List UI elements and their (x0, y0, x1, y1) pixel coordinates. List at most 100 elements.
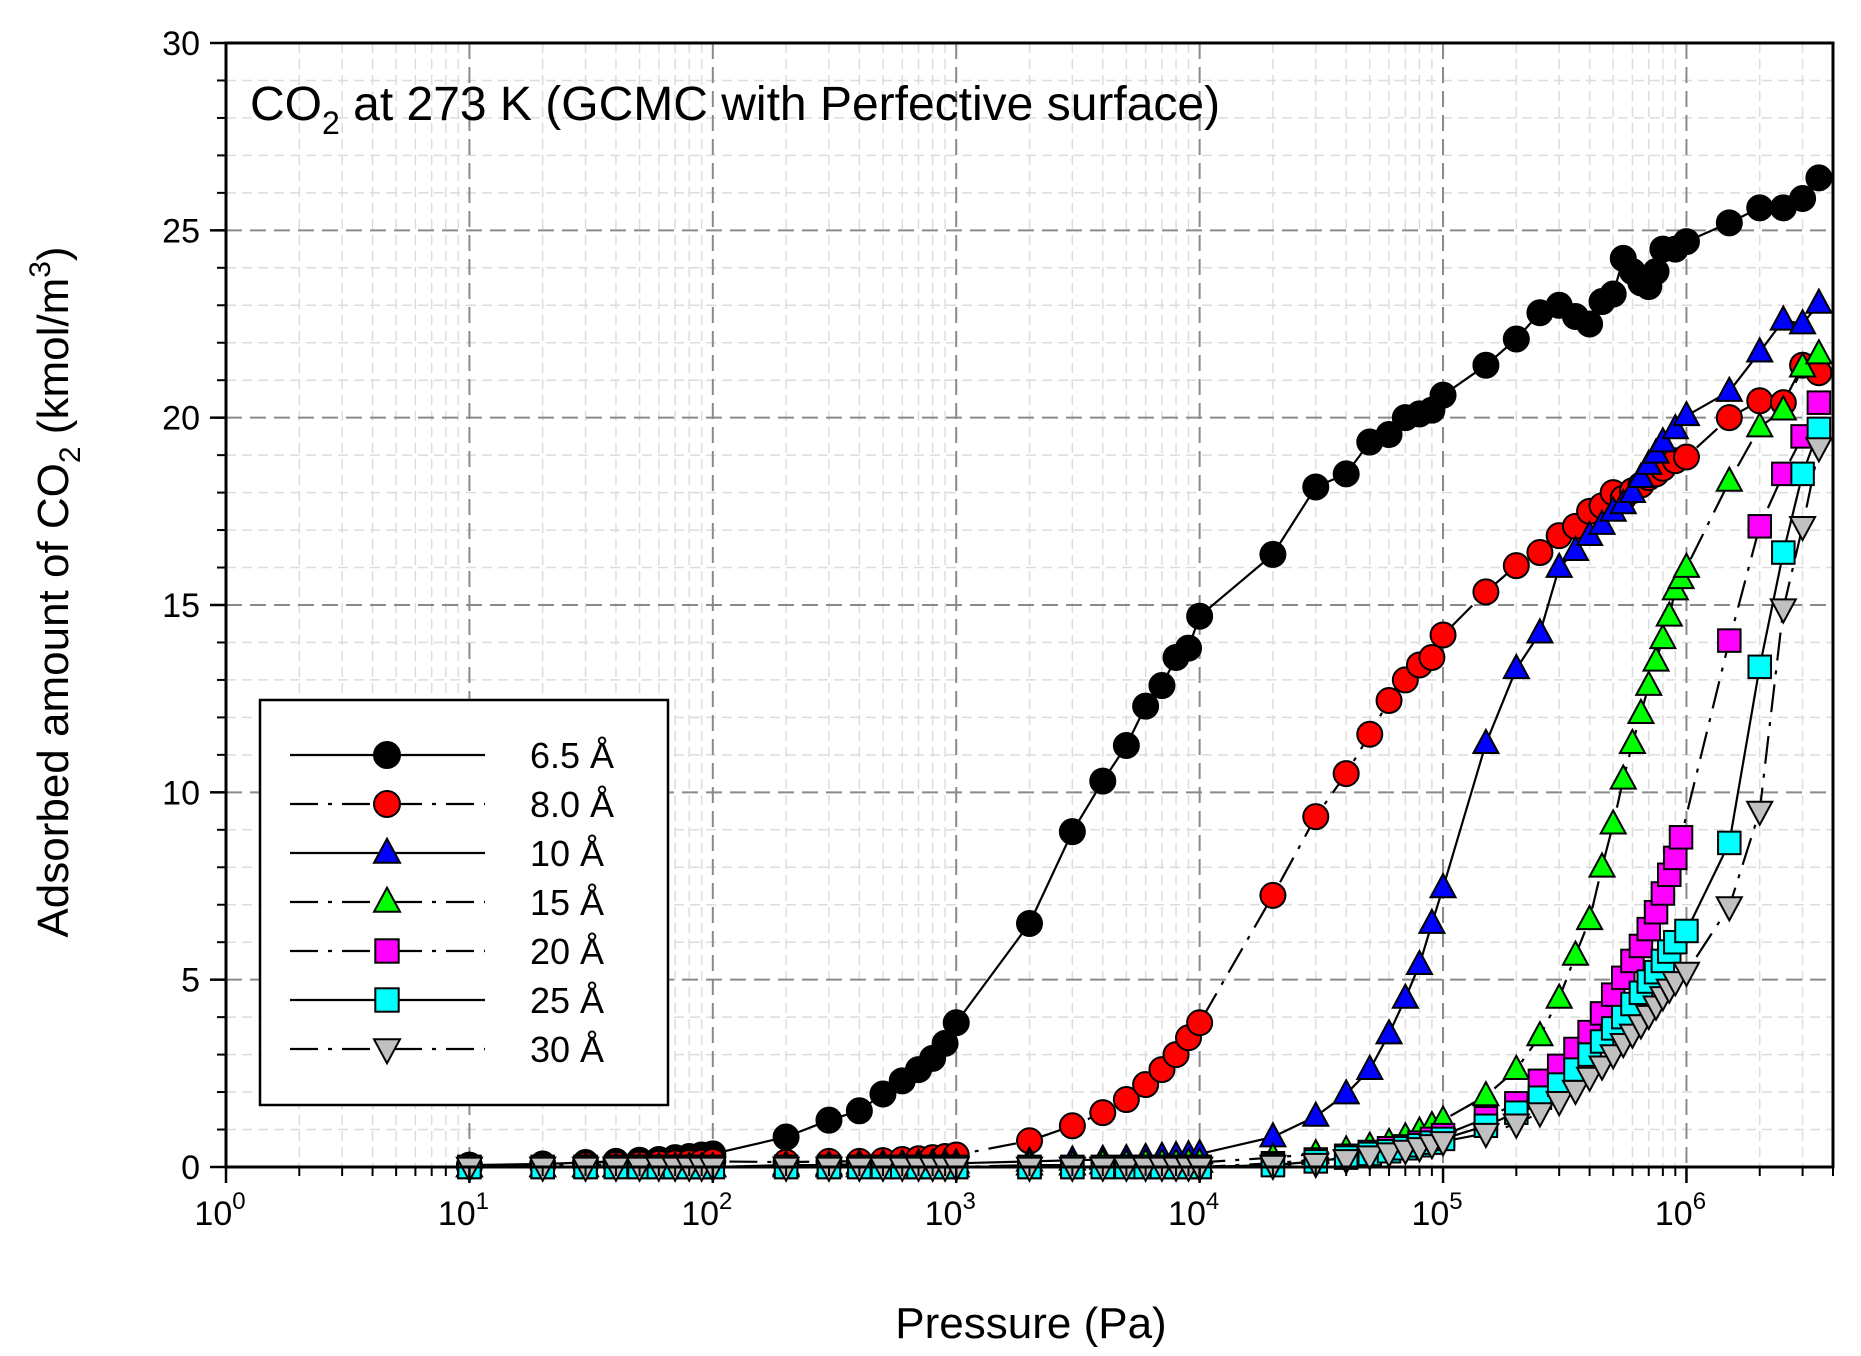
data-point (1648, 622, 1678, 650)
data-point (1771, 540, 1796, 565)
data-point (1715, 896, 1744, 923)
data-point (1259, 540, 1287, 568)
data-point (1804, 338, 1834, 365)
data-point (1747, 654, 1772, 680)
data-point (1089, 767, 1117, 795)
data-point (1672, 551, 1701, 578)
data-point (1746, 387, 1774, 415)
data-point (1672, 228, 1700, 256)
data-point (1429, 621, 1457, 649)
data-point (1561, 1079, 1590, 1107)
data-point (1545, 551, 1574, 578)
x-axis-title: Pressure (Pa) (895, 1299, 1166, 1348)
data-point (1525, 617, 1555, 644)
data-point (1471, 1122, 1501, 1150)
data-point (373, 790, 401, 818)
chart-title: CO2 at 273 K (GCMC with Perfective surfa… (250, 78, 1220, 141)
data-point (374, 987, 400, 1013)
legend-item: 8.0 Å (290, 784, 614, 825)
data-point (1302, 473, 1330, 501)
data-point (942, 1009, 970, 1037)
data-point (1058, 1112, 1086, 1140)
legend-label: 20 Å (530, 931, 604, 972)
data-point (1715, 465, 1744, 492)
data-point (1471, 727, 1501, 755)
data-point (1618, 476, 1647, 503)
data-point (1715, 375, 1744, 402)
data-point (1132, 692, 1160, 720)
data-point (1016, 909, 1043, 937)
data-point (1502, 552, 1530, 580)
data-point (1745, 411, 1774, 438)
data-point (1806, 390, 1832, 415)
data-point (815, 1106, 843, 1134)
data-point (1112, 1086, 1140, 1114)
data-point (1405, 948, 1434, 976)
data-point (1302, 803, 1330, 831)
legend-item: 25 Å (290, 980, 604, 1021)
data-point (374, 938, 400, 964)
series-markers (455, 164, 1834, 1183)
data-point (1186, 602, 1214, 630)
y-tick-labels: 0 5 10 15 20 25 30 (162, 25, 200, 1187)
data-point (1806, 416, 1832, 442)
data-point (1668, 825, 1694, 850)
data-point (1148, 672, 1176, 700)
data-point (1599, 808, 1628, 835)
data-point (1804, 287, 1834, 314)
x-tick-label: 103 (925, 1188, 976, 1233)
data-point (1502, 652, 1531, 680)
legend-item: 20 Å (290, 931, 604, 972)
x-tick-label: 106 (1655, 1188, 1706, 1233)
y-tick-label: 5 (181, 962, 200, 1000)
data-point (1788, 515, 1817, 543)
data-point (1789, 184, 1817, 212)
legend-label: 25 Å (530, 980, 604, 1021)
data-point (1575, 1066, 1604, 1093)
legend-label: 30 Å (530, 1029, 604, 1070)
data-point (1374, 1018, 1404, 1045)
y-axis-title: Adsorbed amount of CO2 (kmol/m3) (24, 246, 87, 937)
data-point (1089, 1099, 1117, 1127)
data-point (1672, 443, 1700, 471)
data-point (1769, 304, 1798, 331)
data-point (1663, 845, 1688, 871)
y-tick-label: 30 (162, 25, 200, 63)
data-point (373, 741, 401, 769)
data-point (1769, 598, 1798, 625)
data-point (1301, 1152, 1330, 1180)
data-point (1561, 939, 1590, 966)
data-point (1746, 194, 1774, 222)
data-point (1375, 687, 1403, 715)
x-tick-label: 101 (438, 1188, 489, 1233)
x-tick-labels: 100 101 102 103 104 105 106 (194, 1188, 1706, 1233)
data-point (1429, 381, 1457, 409)
data-point (1672, 961, 1701, 989)
data-point (1428, 872, 1458, 899)
data-point (869, 1080, 897, 1108)
y-tick-label: 0 (181, 1149, 200, 1187)
data-point (1545, 1091, 1574, 1118)
data-point (1648, 426, 1678, 453)
y-tick-label: 10 (162, 774, 200, 812)
data-point (1375, 421, 1403, 449)
data-point (1356, 720, 1384, 748)
data-point (1717, 628, 1742, 653)
data-point (372, 1038, 402, 1066)
data-point (1545, 982, 1574, 1009)
data-point (1471, 1079, 1501, 1107)
data-point (845, 1097, 873, 1125)
data-point (1418, 643, 1446, 671)
x-tick-label: 104 (1168, 1188, 1219, 1233)
data-point (1561, 534, 1590, 562)
data-point (1804, 437, 1834, 464)
data-point (1609, 763, 1638, 790)
legend-item: 10 Å (290, 833, 604, 874)
data-point (1374, 1142, 1404, 1169)
data-point (1186, 1009, 1214, 1037)
data-point (1717, 830, 1742, 856)
data-point (1174, 634, 1202, 662)
data-point (1417, 907, 1447, 934)
axis-ticks (210, 41, 1834, 1183)
x-tick-label: 102 (681, 1188, 732, 1233)
